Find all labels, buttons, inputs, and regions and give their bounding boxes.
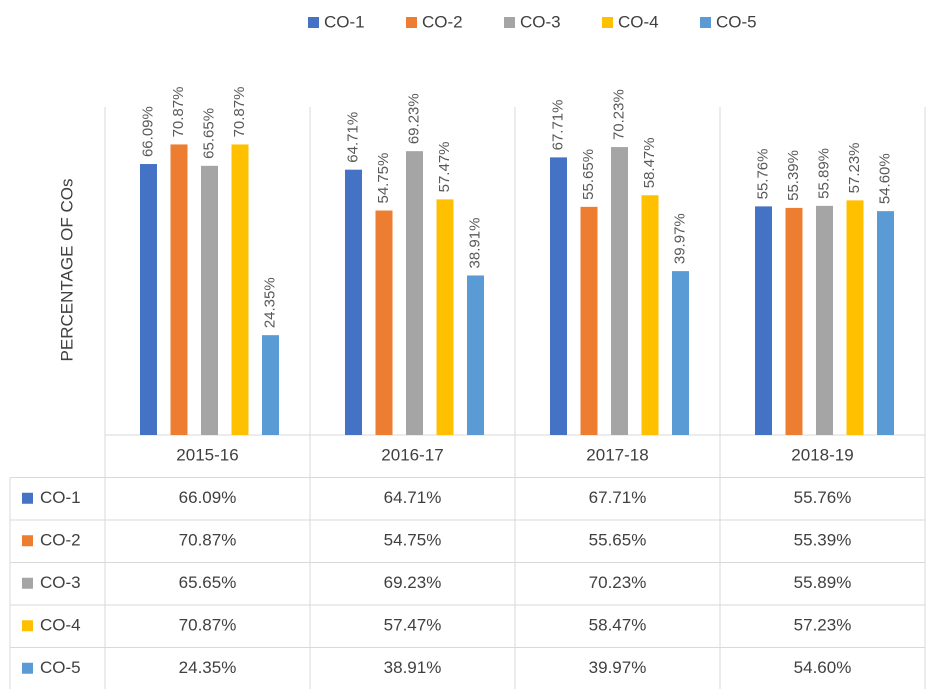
x-tick-label: 2016-17 <box>381 446 443 465</box>
legend-swatch <box>308 17 319 28</box>
table-legend-swatch <box>22 535 33 547</box>
bar <box>375 210 393 435</box>
value-label: 39.97% <box>671 213 688 264</box>
table-cell: 57.23% <box>794 616 852 635</box>
table-row-label: CO-5 <box>40 658 81 677</box>
table-cell: 67.71% <box>589 488 647 507</box>
bar <box>140 164 157 435</box>
value-label: 55.76% <box>754 149 771 200</box>
table-cell: 39.97% <box>589 658 647 677</box>
legend-label: CO-3 <box>520 12 561 31</box>
value-label: 69.23% <box>405 93 422 144</box>
bar <box>345 169 362 435</box>
table-cell: 54.60% <box>794 658 852 677</box>
value-label: 54.60% <box>876 153 893 204</box>
bar <box>755 206 772 435</box>
table-cell: 55.65% <box>589 531 647 550</box>
table-cell: 58.47% <box>589 616 647 635</box>
value-label: 70.87% <box>170 87 187 138</box>
table-cell: 70.87% <box>179 531 237 550</box>
x-tick-label: 2017-18 <box>586 446 648 465</box>
bar <box>611 147 628 435</box>
value-label: 57.47% <box>436 141 453 192</box>
table-cell: 55.39% <box>794 531 852 550</box>
bar <box>406 151 423 436</box>
x-tick-label: 2018-19 <box>791 446 853 465</box>
bar <box>641 195 659 435</box>
bar <box>877 211 894 435</box>
value-label: 55.65% <box>580 149 597 200</box>
value-label: 54.75% <box>375 153 392 204</box>
table-row-label: CO-3 <box>40 573 81 592</box>
table-cell: 57.47% <box>384 616 442 635</box>
value-label: 70.87% <box>231 87 248 138</box>
table-cell: 70.23% <box>589 573 647 592</box>
table-cell: 55.89% <box>794 573 852 592</box>
table-legend-swatch <box>22 662 33 674</box>
bar <box>467 275 484 435</box>
legend-swatch <box>602 17 613 28</box>
legend-label: CO-5 <box>716 12 757 31</box>
legend-swatch <box>700 17 711 28</box>
bar <box>170 144 188 436</box>
bar <box>816 205 833 435</box>
value-label: 57.23% <box>846 142 863 193</box>
bar <box>672 271 689 435</box>
value-label: 70.23% <box>610 89 627 140</box>
table-row-label: CO-4 <box>40 616 81 635</box>
value-label: 24.35% <box>261 277 278 328</box>
table-cell: 65.65% <box>179 573 237 592</box>
table-cell: 64.71% <box>384 488 442 507</box>
value-label: 55.89% <box>815 148 832 199</box>
legend-swatch <box>406 17 417 28</box>
value-label: 58.47% <box>641 137 658 188</box>
table-row-label: CO-2 <box>40 531 81 550</box>
value-label: 38.91% <box>466 218 483 269</box>
bar <box>231 144 249 436</box>
table-cell: 70.87% <box>179 616 237 635</box>
bar <box>785 207 803 435</box>
table-cell: 24.35% <box>179 658 237 677</box>
value-label: 64.71% <box>344 112 361 163</box>
table-legend-swatch <box>22 577 33 589</box>
value-label: 67.71% <box>549 100 566 151</box>
table-legend-swatch <box>22 492 33 504</box>
value-label: 55.39% <box>785 150 802 201</box>
bar <box>550 157 567 435</box>
table-cell: 38.91% <box>384 658 442 677</box>
bar <box>436 199 454 435</box>
bar <box>201 165 218 435</box>
x-tick-label: 2015-16 <box>176 446 238 465</box>
table-row-label: CO-1 <box>40 488 81 507</box>
table-cell: 54.75% <box>384 531 442 550</box>
value-label: 65.65% <box>200 108 217 159</box>
value-label: 66.09% <box>139 106 156 157</box>
table-legend-swatch <box>22 620 33 632</box>
table-cell: 55.76% <box>794 488 852 507</box>
legend-label: CO-4 <box>618 12 659 31</box>
table-cell: 69.23% <box>384 573 442 592</box>
legend-label: CO-2 <box>422 12 463 31</box>
bar <box>580 206 598 435</box>
legend-swatch <box>504 17 515 28</box>
bar <box>846 200 864 435</box>
table-cell: 66.09% <box>179 488 237 507</box>
legend-label: CO-1 <box>324 12 365 31</box>
bar <box>262 335 279 435</box>
y-axis-label: PERCENTAGE OF COs <box>57 179 76 362</box>
